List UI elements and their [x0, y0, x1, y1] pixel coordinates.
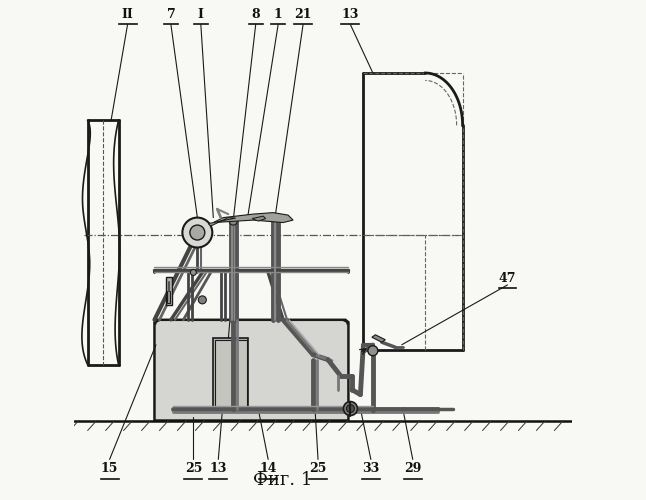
Text: 13: 13	[209, 462, 227, 475]
Text: 25: 25	[185, 462, 202, 475]
Text: II: II	[121, 8, 134, 20]
Text: 21: 21	[295, 8, 312, 20]
Text: 7: 7	[167, 8, 175, 20]
Text: 25: 25	[309, 462, 327, 475]
Bar	[166, 278, 172, 305]
Bar	[213, 338, 248, 412]
Polygon shape	[252, 216, 266, 221]
Circle shape	[368, 346, 378, 356]
Bar	[215, 340, 247, 410]
Text: 8: 8	[251, 8, 260, 20]
Text: 29: 29	[404, 462, 421, 475]
Polygon shape	[154, 320, 348, 420]
Circle shape	[346, 404, 355, 412]
Text: I: I	[198, 8, 203, 20]
Circle shape	[191, 270, 196, 276]
Polygon shape	[208, 218, 236, 226]
Polygon shape	[213, 212, 293, 222]
Text: 33: 33	[362, 462, 379, 475]
Text: 13: 13	[342, 8, 359, 20]
Circle shape	[198, 296, 206, 304]
Text: Фиг. 1: Фиг. 1	[253, 472, 313, 490]
Circle shape	[182, 218, 213, 248]
Text: 14: 14	[260, 462, 277, 475]
Circle shape	[344, 402, 357, 415]
Polygon shape	[372, 335, 385, 342]
Circle shape	[229, 217, 237, 225]
Text: 15: 15	[101, 462, 118, 475]
Circle shape	[190, 225, 205, 240]
Text: 47: 47	[499, 272, 516, 285]
Text: 1: 1	[274, 8, 282, 20]
Bar	[167, 291, 171, 304]
